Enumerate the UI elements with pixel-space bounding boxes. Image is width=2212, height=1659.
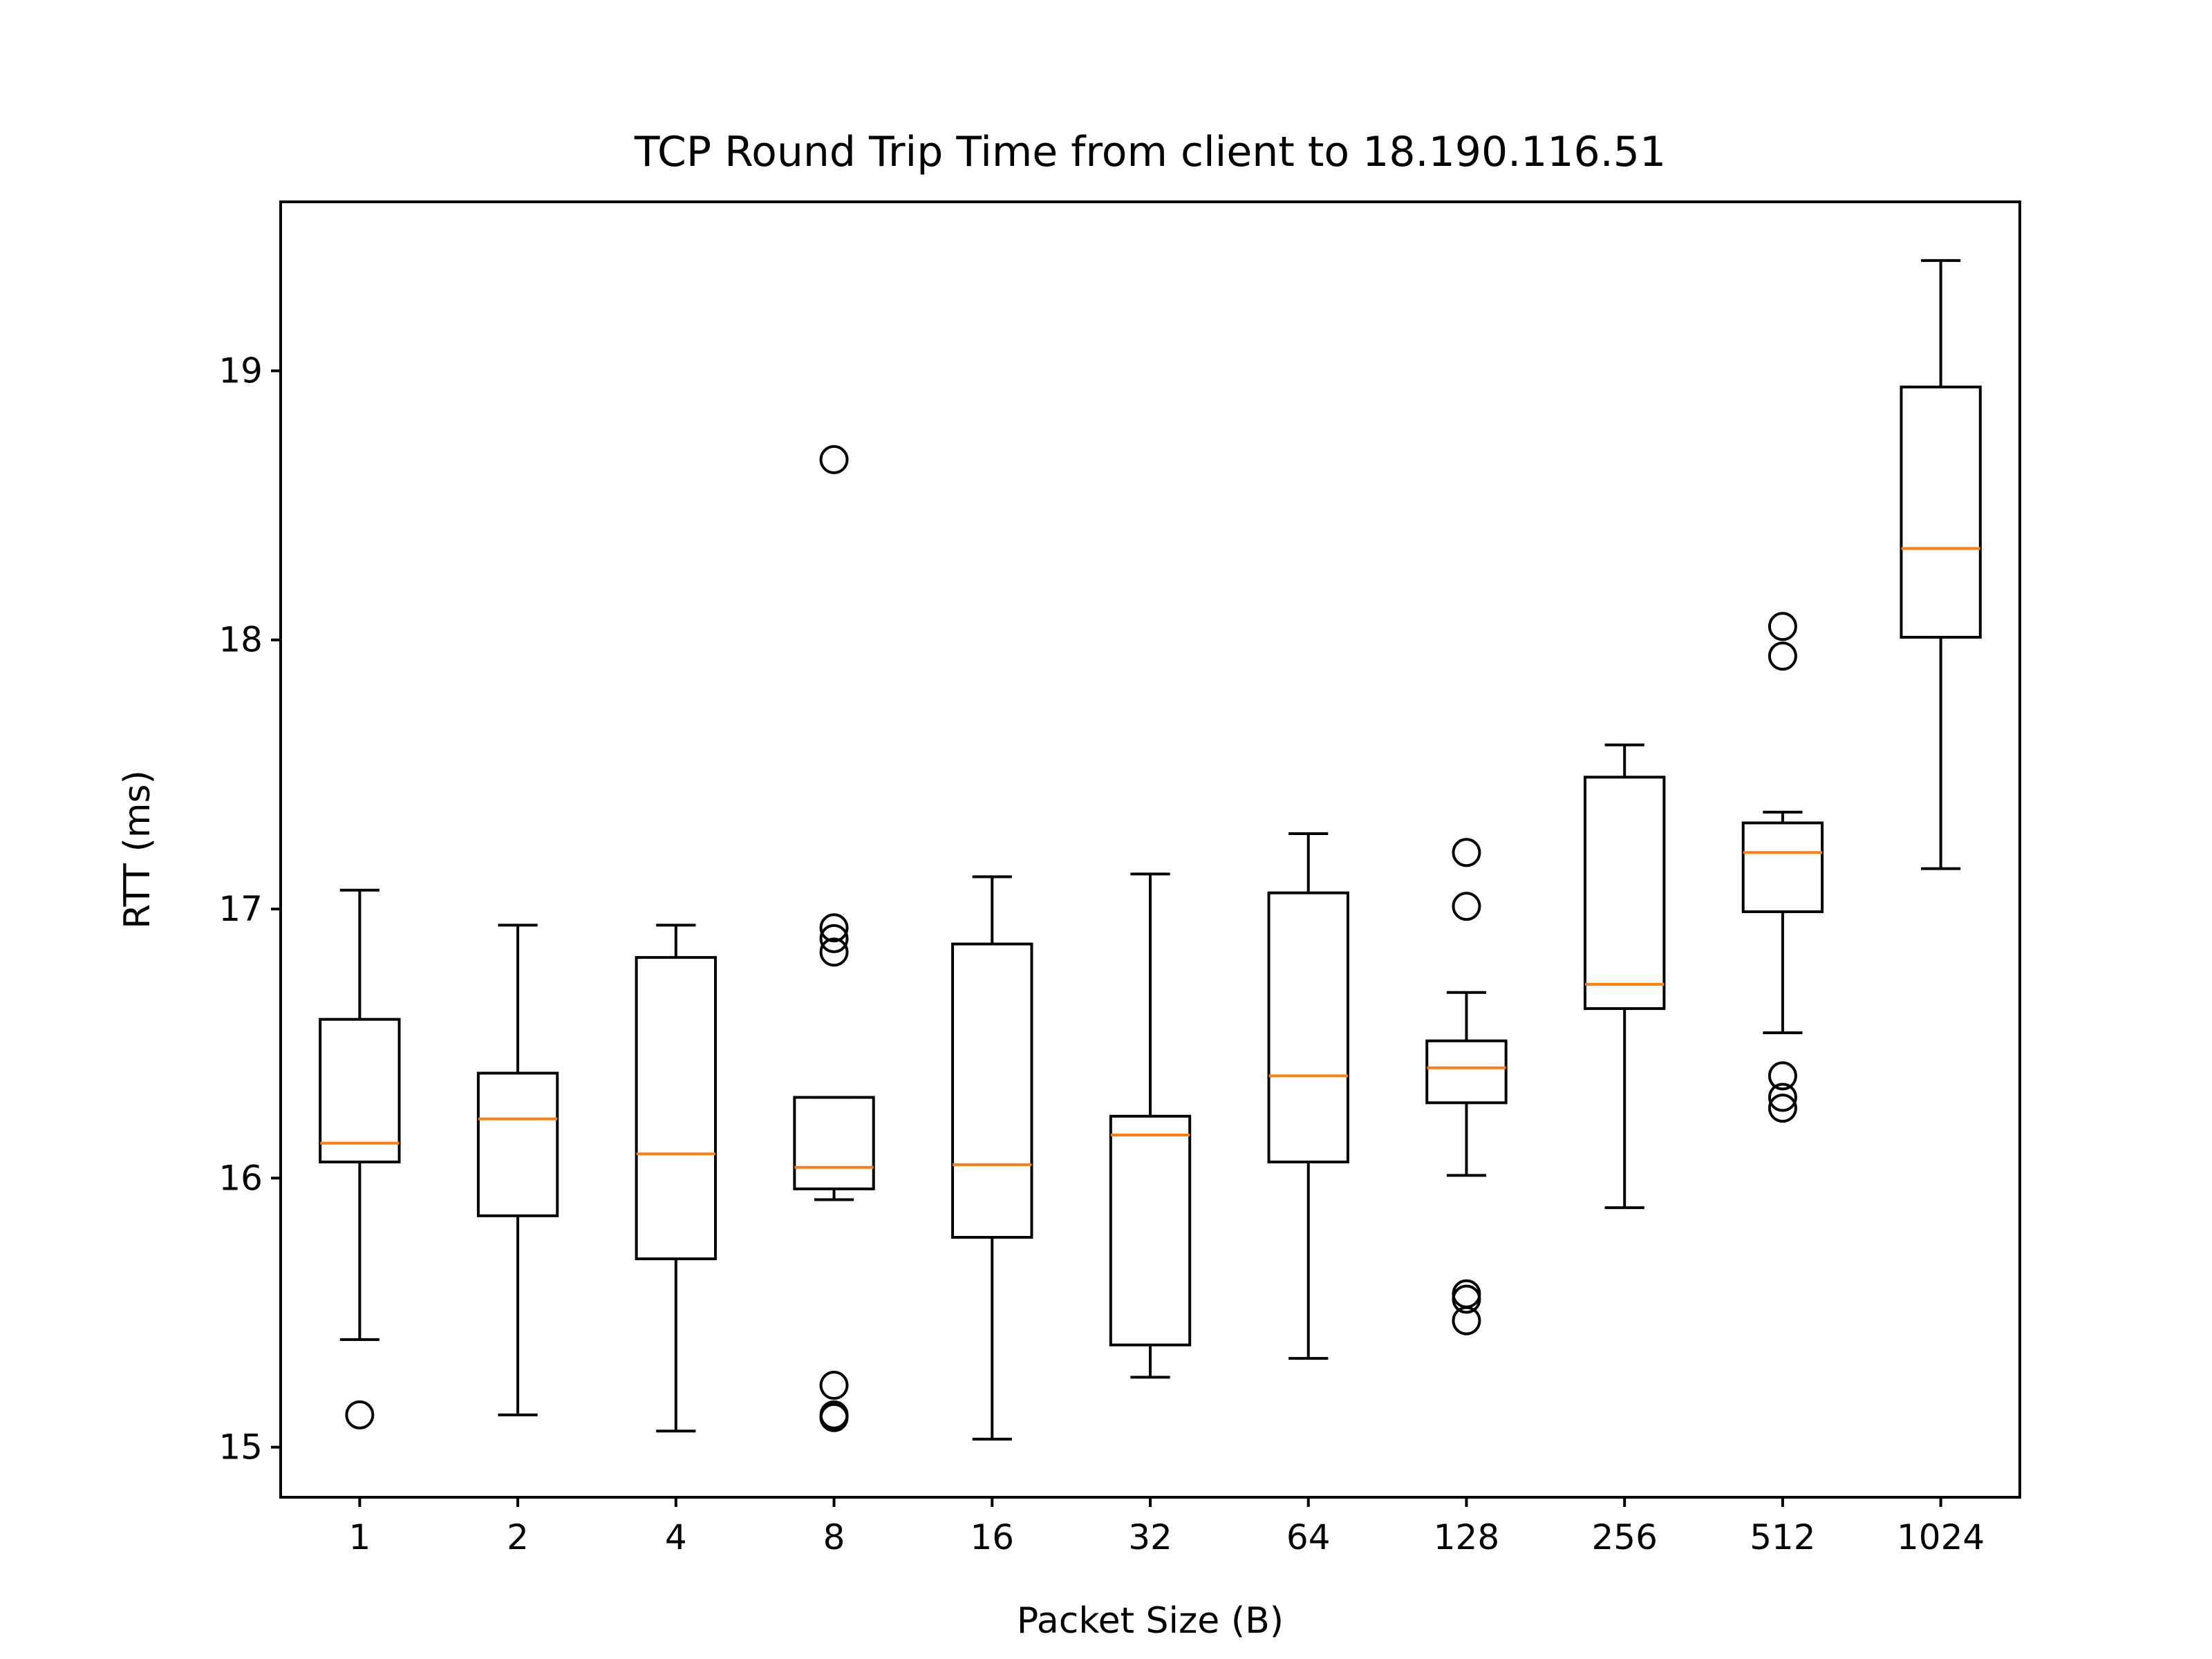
outlier [1768, 1094, 1797, 1123]
x-tick-label: 64 [1286, 1517, 1331, 1557]
x-tick-label: 256 [1591, 1517, 1657, 1557]
box [1900, 385, 1982, 639]
outlier [1768, 641, 1797, 671]
outlier [819, 937, 849, 967]
x-tick-label: 4 [665, 1517, 687, 1557]
outlier [819, 924, 849, 953]
outlier [1768, 612, 1797, 641]
x-axis-label: Packet Size (B) [1017, 1600, 1284, 1642]
outlier [819, 444, 849, 474]
x-tick-label: 1 [348, 1517, 371, 1557]
x-tick-label: 8 [823, 1517, 845, 1557]
outlier [1768, 1061, 1797, 1091]
box [1584, 776, 1666, 1011]
box [1741, 821, 1824, 913]
y-tick-label: 19 [218, 350, 263, 391]
box [793, 1096, 875, 1190]
x-tick-label: 16 [970, 1517, 1014, 1557]
x-tick-label: 512 [1750, 1517, 1815, 1557]
outlier [1452, 892, 1481, 921]
box [319, 1018, 401, 1163]
y-tick-label: 15 [218, 1427, 263, 1468]
outlier [1452, 838, 1481, 868]
outlier [819, 913, 849, 943]
y-tick-label: 16 [218, 1158, 263, 1198]
box [1267, 891, 1349, 1163]
outlier [345, 1400, 375, 1430]
x-tick-label: 32 [1128, 1517, 1172, 1557]
box [951, 942, 1033, 1239]
chart-title: TCP Round Trip Time from client to 18.19… [634, 128, 1666, 176]
outlier [1452, 1284, 1481, 1314]
outlier [1768, 1082, 1797, 1112]
box [476, 1071, 559, 1217]
y-tick-label: 17 [218, 889, 263, 929]
plot-frame [279, 200, 2021, 1499]
outlier [819, 1403, 849, 1432]
y-axis-label: RTT (ms) [117, 770, 158, 929]
box [1425, 1039, 1508, 1105]
outlier [819, 1371, 849, 1400]
box [635, 956, 717, 1261]
outlier [1452, 1306, 1481, 1335]
y-tick-label: 18 [218, 620, 263, 660]
x-tick-label: 128 [1434, 1517, 1499, 1557]
x-tick-label: 2 [507, 1517, 529, 1557]
x-tick-label: 1024 [1897, 1517, 1985, 1557]
box [1109, 1114, 1192, 1347]
